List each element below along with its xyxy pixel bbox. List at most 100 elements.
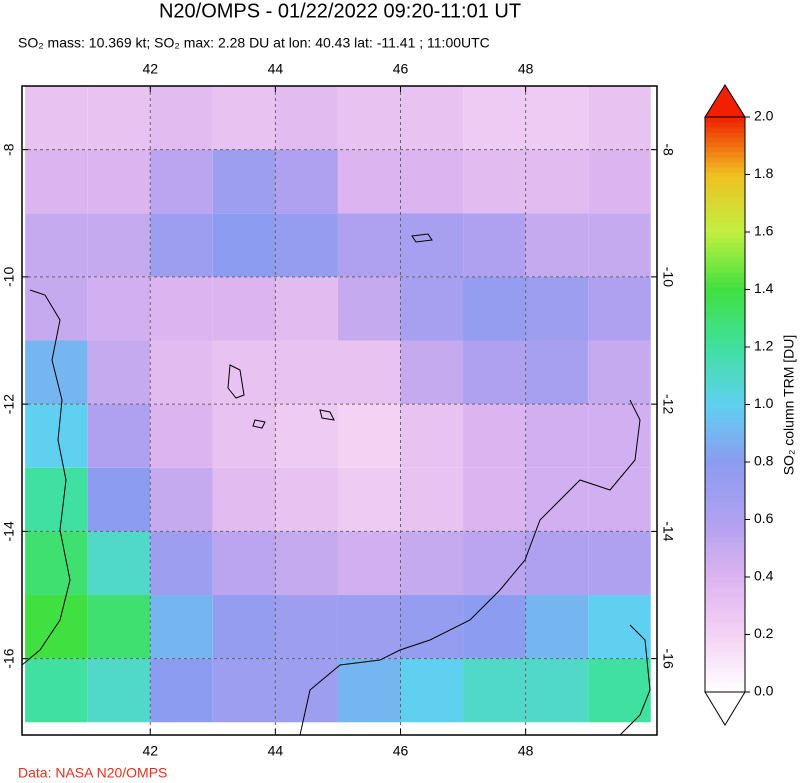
so2-cell — [337, 149, 401, 214]
so2-cell — [588, 404, 651, 468]
colorbar-swatch — [705, 637, 745, 643]
so2-cell — [212, 213, 276, 277]
colorbar-swatch — [705, 167, 745, 173]
colorbar-swatch — [705, 377, 745, 383]
so2-cell — [463, 467, 526, 532]
credit: Data: NASA N20/OMPS — [18, 765, 167, 781]
so2-cell — [400, 213, 464, 277]
so2-cell — [87, 531, 151, 596]
so2-cell — [463, 276, 526, 341]
so2-cell — [337, 595, 401, 659]
colorbar-swatch — [705, 227, 745, 233]
colorbar-swatch — [705, 602, 745, 608]
colorbar-swatch — [705, 237, 745, 243]
colorbar-swatch — [705, 552, 745, 558]
so2-cell — [212, 86, 276, 150]
colorbar-swatch — [705, 547, 745, 553]
so2-cell — [337, 467, 401, 532]
colorbar-swatch — [705, 132, 745, 138]
so2-cell — [275, 86, 338, 150]
colorbar-swatch — [705, 212, 745, 218]
colorbar-swatch — [705, 522, 745, 528]
colorbar-swatch — [705, 632, 745, 638]
x-tick-label: 42 — [142, 743, 158, 759]
so2-cell — [25, 595, 88, 659]
colorbar-swatch — [705, 187, 745, 193]
colorbar-swatch — [705, 142, 745, 148]
colorbar-tick-label: 1.0 — [754, 395, 774, 411]
colorbar-swatch — [705, 442, 745, 448]
title: N20/OMPS - 01/22/2022 09:20-11:01 UT — [159, 0, 521, 22]
colorbar-swatch — [705, 392, 745, 398]
so2-cell — [25, 276, 88, 341]
colorbar-swatch — [705, 627, 745, 633]
so2-cell — [463, 149, 526, 214]
colorbar-tick-label: 0.0 — [754, 683, 774, 699]
y-tick-label: -10 — [660, 267, 676, 287]
colorbar-swatch — [705, 367, 745, 373]
colorbar-swatch — [705, 477, 745, 483]
so2-cell — [400, 467, 464, 532]
colorbar-swatch — [705, 457, 745, 463]
comoros-island — [227, 364, 245, 399]
so2-cell — [400, 658, 464, 723]
colorbar-swatch — [705, 417, 745, 423]
so2-cell — [150, 276, 213, 341]
colorbar-swatch — [705, 317, 745, 323]
madagascar-coast — [299, 399, 641, 736]
colorbar-tick-label: 0.8 — [754, 453, 774, 469]
so2-cell — [463, 595, 526, 659]
colorbar-swatch — [705, 242, 745, 248]
so2-cell — [87, 149, 151, 214]
colorbar-swatch — [705, 277, 745, 283]
y-tick-label: -8 — [660, 143, 676, 156]
colorbar-swatch — [705, 232, 745, 238]
so2-cell — [25, 658, 88, 723]
so2-cell — [212, 149, 276, 214]
y-tick-label: -14 — [660, 521, 676, 541]
colorbar-swatch — [705, 572, 745, 578]
colorbar-swatch — [705, 412, 745, 418]
so2-cell — [87, 658, 151, 723]
so2-cell — [525, 595, 589, 659]
colorbar-swatch — [705, 682, 745, 688]
colorbar-swatch — [705, 137, 745, 143]
x-tick-label: 46 — [393, 743, 409, 759]
so2-cells — [25, 86, 651, 723]
colorbar-swatch — [705, 177, 745, 183]
so2-cell — [525, 531, 589, 596]
colorbar-swatch — [705, 462, 745, 468]
colorbar-swatch — [705, 432, 745, 438]
colorbar-swatch — [705, 482, 745, 488]
colorbar-swatch — [705, 207, 745, 213]
so2-cell — [525, 340, 589, 405]
so2-cell — [400, 595, 464, 659]
colorbar-swatch — [705, 117, 745, 123]
colorbar-swatch — [705, 612, 745, 618]
colorbar-swatch — [705, 492, 745, 498]
so2-cell — [25, 404, 88, 468]
so2-cell — [87, 404, 151, 468]
so2-cell — [588, 86, 651, 150]
colorbar-swatch — [705, 262, 745, 268]
colorbar-swatch — [705, 677, 745, 683]
so2-cell — [400, 531, 464, 596]
colorbar-swatch — [705, 292, 745, 298]
so2-cell — [275, 658, 338, 723]
so2-cell — [588, 531, 651, 596]
colorbar-swatch — [705, 402, 745, 408]
colorbar-swatch — [705, 172, 745, 178]
so2-cell — [25, 531, 88, 596]
so2-cell — [87, 467, 151, 532]
colorbar-swatch — [705, 422, 745, 428]
colorbar-tick-label: 0.4 — [754, 568, 774, 584]
colorbar-tick-label: 2.0 — [754, 108, 774, 124]
so2-cell — [150, 340, 213, 405]
colorbar-swatch — [705, 597, 745, 603]
colorbar-swatch — [705, 512, 745, 518]
so2-cell — [87, 213, 151, 277]
colorbar-swatch — [705, 562, 745, 568]
colorbar-swatch — [705, 542, 745, 548]
x-tick-label: 48 — [518, 743, 534, 759]
